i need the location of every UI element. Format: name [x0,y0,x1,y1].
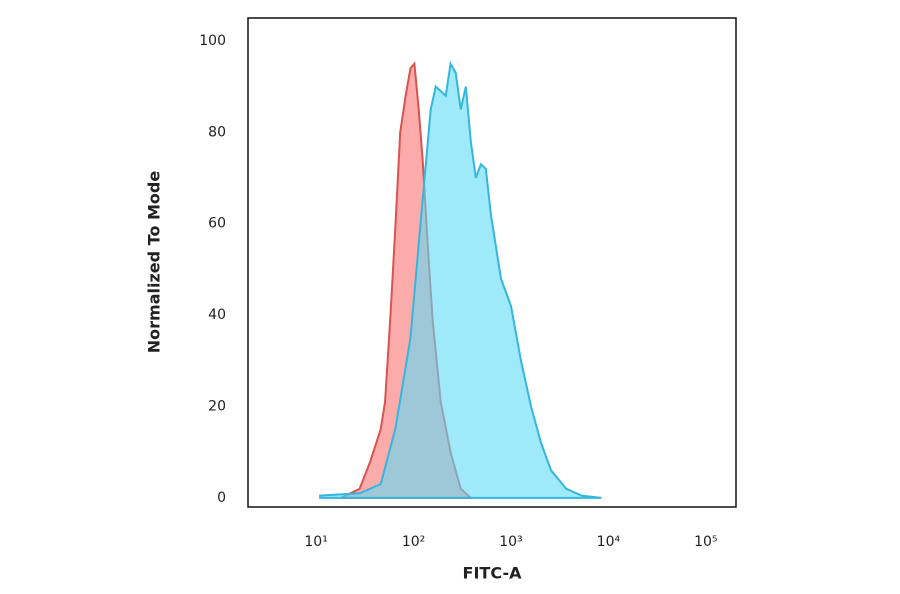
y-tick-label: 40 [208,307,226,323]
x-tick-label: 10³ [499,534,522,550]
y-tick-label: 0 [217,490,226,506]
y-tick-label: 60 [208,216,226,232]
y-tick-label: 20 [208,398,226,414]
x-tick-label: 10⁴ [597,534,621,550]
x-tick-label: 10⁵ [694,534,717,550]
y-axis-title: Normalized To Mode [145,171,164,354]
x-tick-label: 10² [402,534,425,550]
y-tick-label: 100 [199,33,226,49]
plot-frame [247,17,737,508]
x-axis-title: FITC-A [463,564,523,583]
plot-area [319,60,602,499]
y-tick-label: 80 [208,124,226,140]
histogram-area [319,60,602,499]
x-tick-label: 10¹ [304,534,327,550]
